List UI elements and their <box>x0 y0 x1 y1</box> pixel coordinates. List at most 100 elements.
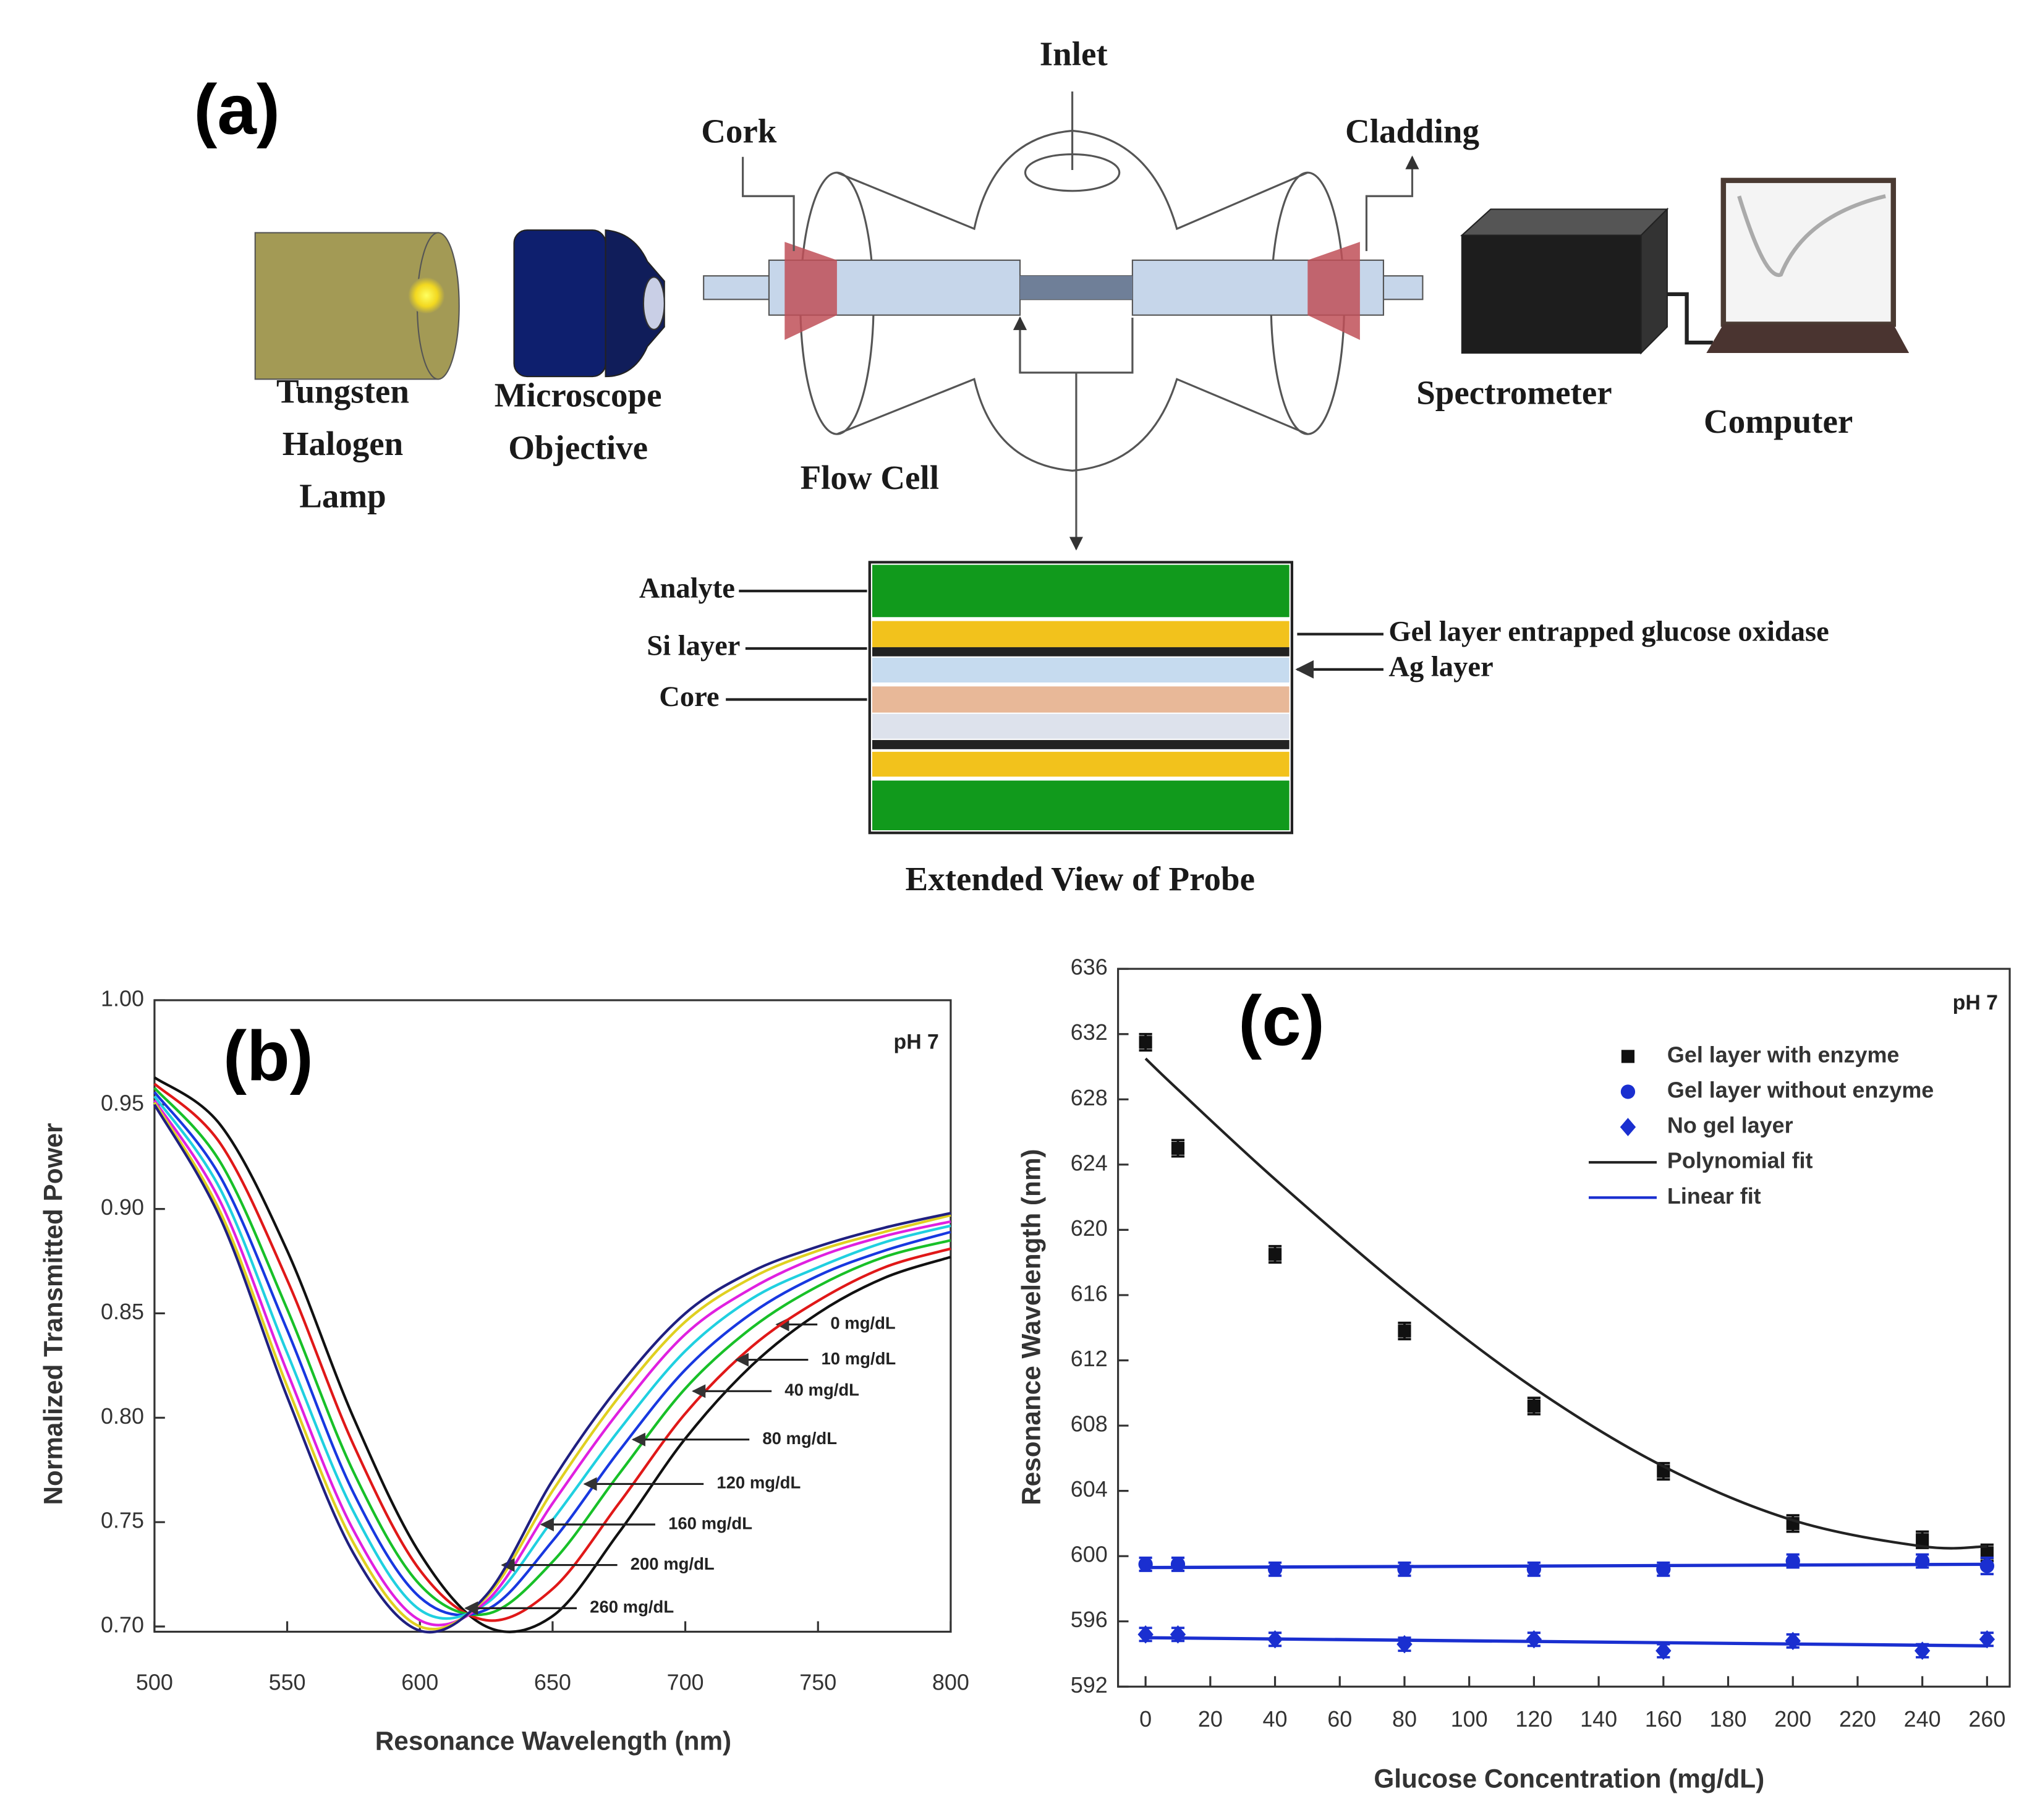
series-label: 120 mg/dL <box>716 1473 801 1492</box>
lamp-label: Lamp <box>299 477 386 515</box>
layer <box>872 780 1290 830</box>
y-tick-label: 0.95 <box>101 1090 144 1115</box>
x-tick-label: 60 <box>1327 1706 1352 1732</box>
objective-nose <box>605 229 665 378</box>
ag-layer-label: Ag layer <box>1388 652 1493 683</box>
fit-line <box>1144 1057 1987 1550</box>
objective-lens <box>642 276 665 331</box>
curve <box>153 1095 951 1620</box>
marker <box>1398 1324 1411 1338</box>
marker <box>1620 1084 1636 1099</box>
spectrometer-side <box>1640 207 1668 355</box>
curve <box>153 1102 951 1631</box>
y-tick-label: 0.75 <box>101 1508 144 1533</box>
x-tick-label: 750 <box>799 1670 836 1695</box>
curve <box>153 1103 951 1634</box>
y-tick-label: 592 <box>1071 1672 1108 1698</box>
series-label: 40 mg/dL <box>784 1380 859 1400</box>
x-tick-label: 600 <box>401 1670 438 1695</box>
y-tick-label: 608 <box>1071 1411 1108 1437</box>
y-tick-label: 612 <box>1071 1346 1108 1371</box>
panel-label: (b) <box>223 1018 313 1096</box>
cladding-label: Cladding <box>1345 112 1479 150</box>
lamp <box>254 232 439 380</box>
probe-caption: Extended View of Probe <box>906 860 1255 898</box>
lamp-label: Tungsten <box>276 372 409 410</box>
y-axis-label: Resonance Wavelength (nm) <box>1016 1149 1045 1505</box>
marker <box>1527 1399 1541 1413</box>
x-tick-label: 40 <box>1263 1706 1288 1732</box>
series-label: 0 mg/dL <box>830 1314 895 1333</box>
layer <box>872 564 1290 618</box>
sensing-region <box>1020 276 1133 300</box>
x-tick-label: 120 <box>1515 1706 1552 1732</box>
probe <box>868 561 1294 835</box>
marker <box>1397 1562 1412 1576</box>
layer <box>872 686 1290 713</box>
y-tick-label: 628 <box>1071 1085 1108 1110</box>
annotation: pH 7 <box>894 1031 939 1054</box>
marker <box>1916 1533 1929 1547</box>
series-label: 80 mg/dL <box>762 1429 837 1448</box>
chart: 500 550 600 650 700 750 800 0.70 0.75 0.80 0.85 0.9… <box>38 985 969 1755</box>
analyte-label: Analyte <box>639 573 735 605</box>
x-tick-label: 260 <box>1968 1706 2005 1732</box>
series-label: 10 mg/dL <box>822 1349 896 1368</box>
core-label: Core <box>659 681 719 713</box>
curve <box>153 1087 951 1617</box>
marker <box>1979 1630 1995 1649</box>
x-tick-label: 700 <box>667 1670 704 1695</box>
screen-curve <box>1737 194 1886 278</box>
x-tick-label: 240 <box>1904 1706 1941 1732</box>
y-tick-label: 600 <box>1071 1542 1108 1567</box>
marker <box>1139 1035 1152 1049</box>
objective-label: Objective <box>508 428 648 466</box>
marker <box>1267 1562 1283 1576</box>
x-tick-label: 80 <box>1392 1706 1417 1732</box>
layer <box>872 740 1290 749</box>
y-tick-label: 596 <box>1071 1607 1108 1632</box>
y-tick-label: 632 <box>1071 1019 1108 1045</box>
y-axis-label: Normalized Transmitted Power <box>38 1123 67 1505</box>
layer <box>872 621 1290 647</box>
y-tick-label: 0.80 <box>101 1403 144 1429</box>
marker <box>1526 1562 1542 1576</box>
lamp-glow <box>408 277 445 314</box>
chart: 0 20 40 60 80 100 120 140 160 180 200 220 240 260 592 5… <box>1016 955 2011 1793</box>
lamp-label: Halogen <box>283 425 403 462</box>
cable <box>1667 292 1713 345</box>
spectrometer <box>1461 234 1642 354</box>
cork-label: Cork <box>701 112 777 150</box>
x-tick-label: 650 <box>534 1670 571 1695</box>
inlet-label: Inlet <box>1040 35 1108 73</box>
laptop-base <box>1706 324 1910 354</box>
legend-label: Gel layer with enzyme <box>1667 1042 1900 1067</box>
x-tick-label: 200 <box>1774 1706 1811 1732</box>
y-tick-label: 636 <box>1071 955 1108 980</box>
objective <box>513 229 606 378</box>
layer <box>872 657 1290 683</box>
x-axis-label: Glucose Concentration (mg/dL) <box>1374 1764 1764 1793</box>
x-tick-label: 220 <box>1839 1706 1876 1732</box>
probe-arrows <box>726 589 1383 701</box>
spectrometer-top <box>1460 208 1669 236</box>
series-label: 160 mg/dL <box>668 1513 752 1533</box>
x-tick-label: 20 <box>1198 1706 1223 1732</box>
marker <box>1621 1050 1635 1063</box>
layer <box>872 752 1290 777</box>
y-tick-label: 0.85 <box>101 1299 144 1324</box>
x-tick-label: 800 <box>932 1670 969 1695</box>
setup-diagram: (a) Tungsten Halogen Lamp Microscope Obj… <box>193 35 1910 898</box>
legend-label: Polynomial fit <box>1667 1148 1813 1173</box>
legend-label: Gel layer without enzyme <box>1667 1077 1934 1102</box>
laptop-screen <box>1720 177 1897 327</box>
x-tick-label: 500 <box>136 1670 173 1695</box>
fit-line <box>1145 1562 1987 1570</box>
x-tick-label: 100 <box>1451 1706 1488 1732</box>
gel-layer-label: Gel layer entrapped glucose oxidase <box>1388 616 1829 647</box>
legend-label: No gel layer <box>1667 1113 1793 1138</box>
panel-label: (a) <box>193 70 280 149</box>
marker <box>1138 1557 1153 1571</box>
